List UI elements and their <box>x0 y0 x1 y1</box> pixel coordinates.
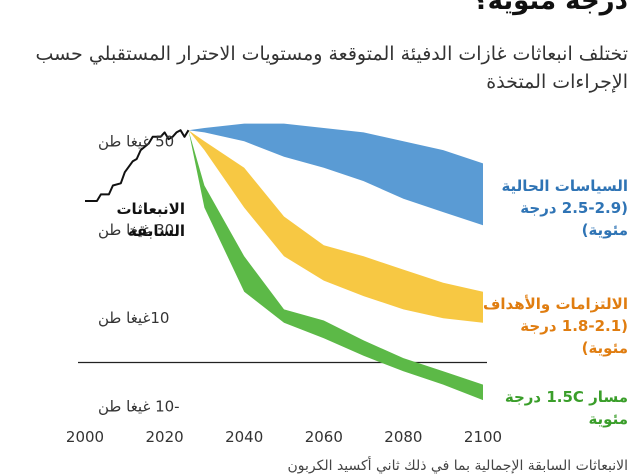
series-label-0-line: السياسات الحالية <box>501 177 628 195</box>
series-label-2-line: مئوية <box>588 410 628 428</box>
y-tick-label: 50 غيغا طن <box>98 132 174 150</box>
series-label-0-line: (2.5-2.9 درجة <box>520 199 628 217</box>
series-label-0: السياسات الحالية (2.5-2.9 درجة مئوية) <box>501 177 628 239</box>
x-axis-ticks: 2000 2020 2040 2060 2080 2100 <box>66 428 502 446</box>
series-label-2: مسار 1.5C درجة مئوية <box>505 388 628 428</box>
y-axis-ticks: 50 غيغا طن 30 غيغا طن 10غيغا طن -10 غيغا طن <box>98 132 180 415</box>
y-tick-label: 10غيغا طن <box>98 309 169 327</box>
chart-title: درجة مئوية؟ <box>472 0 629 16</box>
series-label-1-line: الالتزامات والأهداف <box>483 295 628 313</box>
series-label-1-line: (1.8-2.1 درجة <box>520 317 628 335</box>
x-tick-label: 2020 <box>146 428 184 446</box>
x-tick-label: 2100 <box>464 428 502 446</box>
chart-footnote: الانبعاثات السابقة الإجمالية بما في ذلك … <box>287 458 628 474</box>
historical-label-line: السابقة <box>128 222 185 240</box>
scenario-band-2 <box>188 130 483 401</box>
series-label-2-line: مسار 1.5C درجة <box>505 388 628 406</box>
series-label-1-line: مئوية) <box>582 339 628 357</box>
series-label-0-line: مئوية) <box>582 221 628 239</box>
chart-subtitle: تختلف انبعاثات غازات الدفيئة المتوقعة وم… <box>35 43 628 93</box>
scenario-bands <box>188 123 483 401</box>
historical-line-group <box>85 129 190 202</box>
historical-label-line: الانبعاثات <box>116 200 185 218</box>
y-tick-label: -10 غيغا طن <box>98 398 180 416</box>
x-tick-label: 2060 <box>305 428 343 446</box>
historical-label: الانبعاثات السابقة <box>116 200 185 240</box>
series-labels: الانبعاثات السابقة السياسات الحالية (2.5-2.… <box>116 177 628 428</box>
scenario-band-0 <box>188 123 483 226</box>
x-tick-label: 2000 <box>66 428 104 446</box>
x-tick-label: 2040 <box>225 428 263 446</box>
y-tick-label: 30 غيغا طن <box>98 221 174 239</box>
x-tick-label: 2080 <box>384 428 422 446</box>
historical-line <box>85 129 190 202</box>
scenario-band-1 <box>188 130 483 323</box>
series-label-1: الالتزامات والأهداف (1.8-2.1 درجة مئوية) <box>483 295 628 357</box>
